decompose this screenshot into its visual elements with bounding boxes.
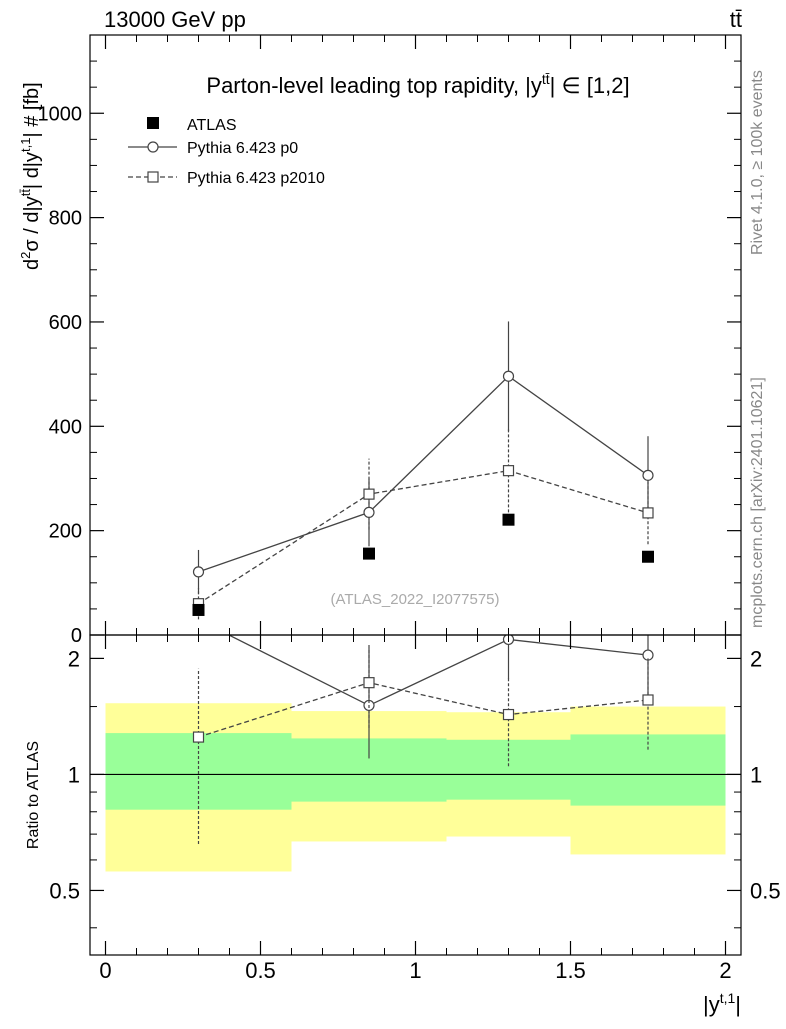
p0-point — [363, 506, 375, 518]
p0-point — [642, 469, 654, 481]
main-panel: 0 200 400 600 800 1000 Parton-level leading t… — [18, 34, 742, 647]
ratio-y-axis-label: Ratio to ATLAS — [25, 741, 42, 849]
atlas-data-point — [363, 547, 375, 560]
ratio-y-tick-label: 0.5 — [49, 878, 80, 903]
energy-label: 13000 GeV pp — [104, 7, 246, 32]
ratio-y-tick-label-right: 0.5 — [750, 878, 781, 903]
legend: ATLAS Pythia 6.423 p0 Pythia 6.423 p2010 — [128, 117, 325, 187]
ratio-p0-point — [642, 649, 654, 661]
process-label: tt̄ — [730, 7, 742, 32]
ratio-p2010-point — [192, 731, 205, 743]
main-y-tick-label: 200 — [49, 521, 82, 543]
legend-atlas-label: ATLAS — [187, 117, 237, 134]
legend-p0-marker — [147, 141, 159, 153]
p2010-point — [642, 507, 654, 519]
legend-atlas-marker — [147, 117, 159, 129]
legend-p2010-marker — [147, 171, 159, 183]
ratio-p2010-point — [502, 708, 515, 721]
ratio-y-tick-label-right: 2 — [750, 646, 762, 671]
ratio-p2010-line — [198, 681, 649, 738]
legend-p0-label: Pythia 6.423 p0 — [187, 140, 298, 157]
p2010-point — [502, 465, 515, 477]
ratio-panel: 0.5 0.5 1 1 2 2 0 0.5 1 1.5 2 Ratio to ATLAS |yt,1… — [25, 634, 781, 1017]
series-p0-line — [198, 375, 649, 573]
mcplots-label: mcplots.cern.ch [arXiv:2401.10621] — [749, 377, 766, 628]
p0-point — [192, 566, 205, 578]
ratio-frame — [89, 634, 742, 956]
ratio-y-tick-label: 1 — [68, 762, 80, 787]
main-y-tick-label: 1000 — [38, 103, 83, 125]
ratio-axis-ticks: 0.5 0.5 1 1 2 2 0 0.5 1 1.5 2 — [49, 635, 781, 983]
p2010-point — [363, 488, 375, 500]
main-y-tick-label: 600 — [49, 312, 82, 334]
main-y-tick-label: 400 — [49, 416, 82, 438]
analysis-watermark: (ATLAS_2022_I2077575) — [330, 591, 499, 608]
ratio-y-tick-label: 2 — [68, 646, 80, 671]
main-series — [192, 321, 654, 620]
atlas-data-point — [502, 513, 515, 526]
chart-title: Parton-level leading top rapidity, |ytt̄… — [206, 71, 629, 98]
series-p2010-line — [198, 469, 649, 605]
main-y-axis-label: d2σ / d|ytt̄| d|yt,1| # [fb] — [18, 82, 43, 270]
x-tick-label: 0.5 — [245, 958, 276, 983]
legend-p2010-label: Pythia 6.423 p2010 — [187, 170, 325, 187]
ratio-p2010-point — [363, 677, 375, 689]
atlas-data-point — [192, 603, 205, 616]
x-tick-label: 0 — [99, 958, 111, 983]
ratio-p2010-point — [642, 694, 654, 706]
x-tick-label: 1.5 — [555, 958, 586, 983]
rivet-label: Rivet 4.1.0, ≥ 100k events — [749, 70, 766, 255]
x-tick-label: 1 — [409, 958, 421, 983]
ratio-series — [192, 635, 654, 844]
main-axis-ticks: 0 200 400 600 800 1000 — [38, 35, 741, 647]
ratio-inner-band — [570, 734, 726, 806]
main-y-tick-label: 0 — [71, 625, 82, 647]
x-axis-label: |yt,1| — [703, 990, 741, 1017]
ratio-clipped-group — [192, 635, 654, 844]
x-tick-label: 2 — [719, 958, 731, 983]
atlas-data-point — [642, 550, 654, 563]
ratio-p0-line — [227, 635, 649, 707]
main-y-tick-label: 800 — [49, 208, 82, 230]
p0-point — [502, 370, 515, 382]
ratio-y-tick-label-right: 1 — [750, 762, 762, 787]
